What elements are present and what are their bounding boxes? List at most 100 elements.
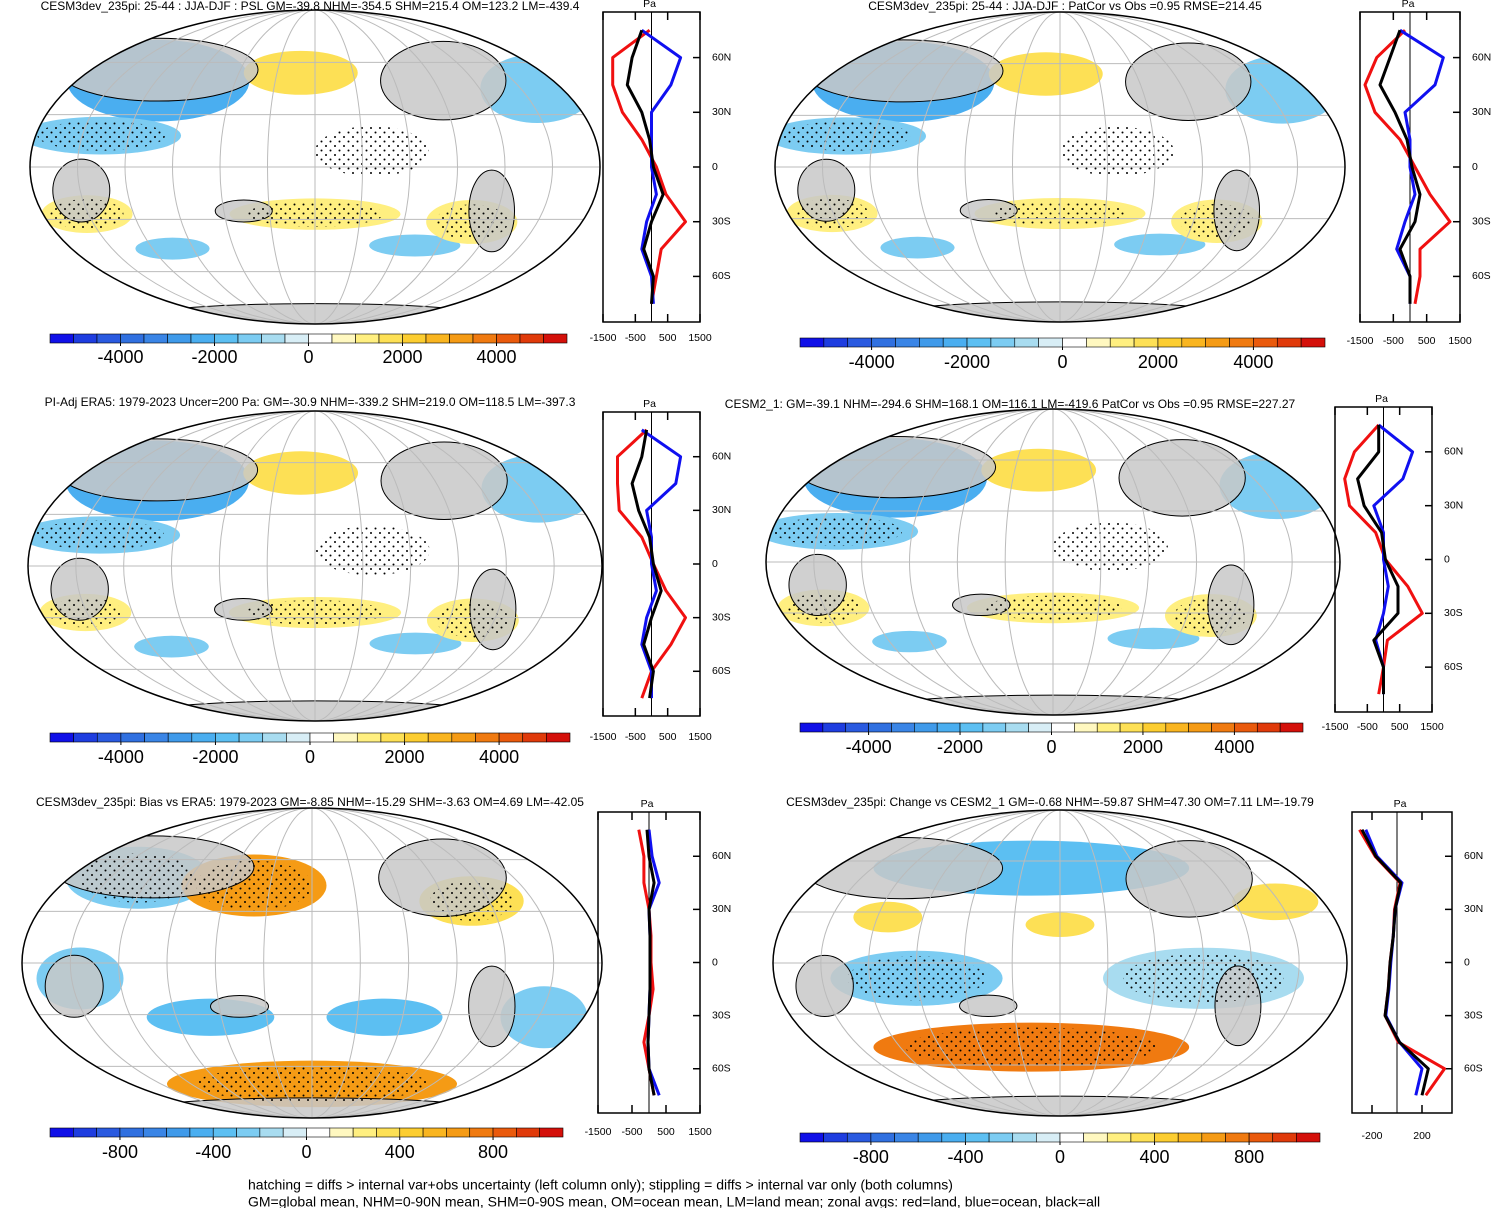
- y-tick-label: 30S: [1444, 607, 1463, 619]
- x-tick-label: 500: [659, 332, 677, 344]
- colorbar-box: [96, 1127, 121, 1138]
- panel-title: CESM3dev_235pi: 25-44 : JJA-DJF : PatCor…: [868, 0, 1262, 13]
- land: [795, 954, 854, 1018]
- colorbar-box: [237, 333, 262, 344]
- colorbar-box: [871, 337, 896, 348]
- colorbar-label: 4000: [1214, 737, 1254, 757]
- colorbar-box: [919, 337, 944, 348]
- colorbar-box: [1142, 722, 1167, 733]
- panel-title: CESM2_1: GM=-39.1 NHM=-294.6 SHM=168.1 O…: [725, 397, 1296, 411]
- colorbar-box: [847, 337, 872, 348]
- map-field: [243, 451, 359, 495]
- colorbar-box: [543, 333, 568, 344]
- y-tick-label: 0: [712, 956, 718, 968]
- unit-label: Pa: [643, 398, 656, 410]
- y-tick-label: 30S: [712, 611, 731, 623]
- colorbar-box: [73, 333, 98, 344]
- y-tick-label: 60S: [712, 665, 731, 677]
- stippling: [1123, 953, 1284, 1003]
- colorbar-box: [1205, 337, 1230, 348]
- colorbar-label: -400: [947, 1147, 983, 1167]
- colorbar-box: [917, 1132, 943, 1143]
- map-border: [772, 809, 1348, 1117]
- x-tick-label: 1500: [688, 731, 712, 743]
- y-tick-label: 30S: [1464, 1009, 1483, 1021]
- colorbar-box: [212, 1127, 237, 1138]
- map-field: [369, 234, 461, 257]
- colorbar-label: 800: [1234, 1147, 1264, 1167]
- x-tick-label: -1500: [590, 731, 617, 743]
- colorbar-label: 2000: [382, 347, 422, 367]
- colorbar-box: [988, 1132, 1014, 1143]
- x-tick-label: -1500: [585, 1126, 612, 1138]
- panel-title: CESM3dev_235pi: 25-44 : JJA-DJF : PSL GM…: [41, 0, 580, 13]
- colorbar-box: [1253, 337, 1278, 348]
- x-tick-label: -200: [1361, 1130, 1382, 1142]
- unit-label: Pa: [1402, 0, 1415, 10]
- land: [1125, 840, 1253, 918]
- colorbar-label: 2000: [385, 747, 425, 767]
- x-tick-label: -1500: [1347, 335, 1374, 347]
- colorbar-box: [475, 732, 500, 743]
- colorbar-box: [306, 1127, 331, 1138]
- colorbar-box: [1096, 722, 1121, 733]
- colorbar-box: [167, 333, 192, 344]
- colorbar-box: [1133, 337, 1159, 348]
- colorbar-box: [333, 732, 358, 743]
- colorbar-box: [142, 1127, 167, 1138]
- y-tick-label: 30N: [1464, 903, 1483, 915]
- map-field: [872, 630, 947, 653]
- colorbar-box: [1181, 337, 1206, 348]
- colorbar-box: [238, 732, 264, 743]
- stippling: [80, 852, 196, 903]
- colorbar-box: [1296, 1132, 1321, 1143]
- land: [468, 965, 516, 1048]
- colorbar-box: [262, 732, 287, 743]
- colorbar-box: [519, 333, 544, 344]
- colorbar-box: [914, 722, 938, 733]
- x-tick-label: 1500: [688, 1126, 712, 1138]
- colorbar-box: [49, 1127, 74, 1138]
- zonal-mean-line: [611, 28, 687, 305]
- land: [380, 441, 508, 520]
- y-tick-label: 60S: [1472, 270, 1491, 282]
- x-tick-label: -500: [1357, 721, 1378, 733]
- colorbar-label: 2000: [1138, 352, 1178, 372]
- stippling: [773, 516, 903, 547]
- colorbar-box: [404, 732, 429, 743]
- colorbar-label: 400: [385, 1142, 415, 1162]
- map-field: [500, 986, 588, 1049]
- stippling: [795, 198, 869, 229]
- footnote: hatching = diffs > internal var+obs unce…: [248, 1177, 953, 1193]
- colorbar-label: 4000: [479, 747, 519, 767]
- colorbar-box: [1225, 1132, 1250, 1143]
- land: [1125, 42, 1252, 121]
- y-tick-label: 60N: [1472, 51, 1491, 63]
- colorbar-label: 0: [305, 747, 315, 767]
- colorbar-box: [214, 333, 239, 344]
- land: [44, 954, 104, 1018]
- colorbar-box: [49, 333, 74, 344]
- land: [959, 994, 1018, 1018]
- x-tick-label: 500: [1418, 335, 1436, 347]
- zonal-mean-line: [630, 429, 663, 699]
- y-tick-label: 60S: [712, 270, 731, 282]
- x-tick-label: -1500: [1322, 721, 1349, 733]
- colorbar-box: [308, 333, 333, 344]
- colorbar-box: [399, 1127, 424, 1138]
- land: [794, 436, 997, 499]
- colorbar-label: 4000: [1233, 352, 1273, 372]
- colorbar-box: [516, 1127, 540, 1138]
- stippling: [847, 956, 986, 1001]
- colorbar-box: [823, 337, 849, 348]
- colorbar-box: [472, 333, 497, 344]
- map-field: [853, 901, 923, 933]
- colorbar-box: [449, 333, 474, 344]
- colorbar-box: [259, 1127, 284, 1138]
- colorbar-box: [1279, 722, 1304, 733]
- colorbar-box: [380, 732, 405, 743]
- colorbar-box: [895, 337, 920, 348]
- map-border: [29, 9, 601, 325]
- colorbar-label: -800: [102, 1142, 138, 1162]
- x-tick-label: 1500: [688, 332, 712, 344]
